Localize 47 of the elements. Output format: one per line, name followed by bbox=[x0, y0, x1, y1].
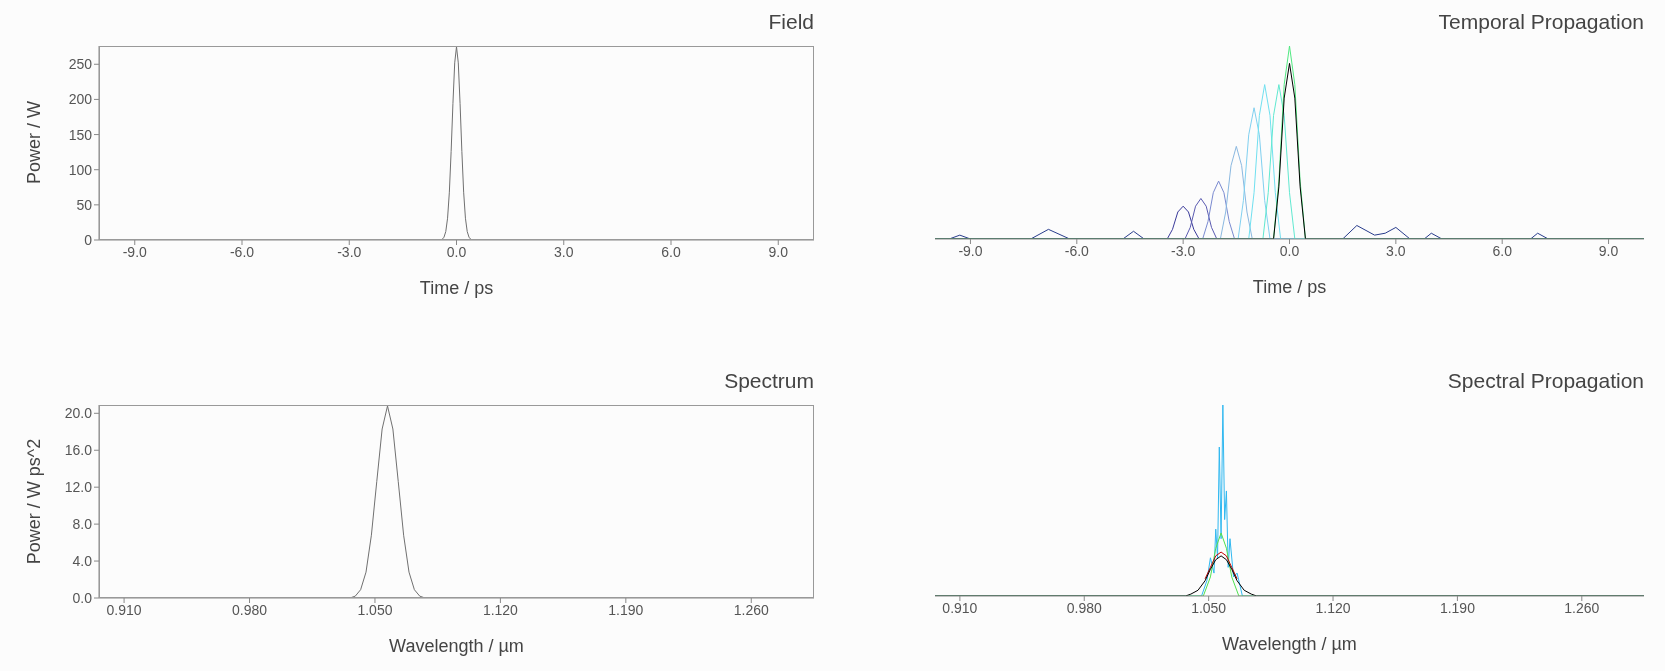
x-tick-label: 1.260 bbox=[733, 601, 770, 618]
x-tick-label: 0.0 bbox=[1279, 242, 1300, 259]
x-tick-label: 0.980 bbox=[232, 601, 268, 618]
x-tick-label: 1.190 bbox=[1439, 599, 1476, 616]
chart-title: Temporal Propagation bbox=[1437, 10, 1644, 34]
x-tick-label: 1.120 bbox=[1315, 599, 1351, 616]
y-tick-label: 20.0 bbox=[64, 405, 93, 422]
x-tick-label: -9.0 bbox=[958, 242, 983, 259]
y-tick-label: 50 bbox=[76, 196, 93, 213]
x-tick-label: 1.050 bbox=[1191, 599, 1227, 616]
x-axis-title: Time / ps bbox=[418, 278, 495, 299]
x-tick-label: 1.050 bbox=[357, 601, 393, 618]
y-tick-label: 4.0 bbox=[72, 553, 93, 570]
x-tick-label: 1.190 bbox=[608, 601, 644, 618]
x-tick-label: -9.0 bbox=[122, 243, 148, 260]
x-axis-title: Time / ps bbox=[1251, 277, 1328, 298]
x-tick-label: 0.0 bbox=[446, 243, 467, 260]
x-axis-title: Wavelength / µm bbox=[388, 636, 525, 657]
y-tick-label: 150 bbox=[68, 126, 93, 143]
y-tick-label: 16.0 bbox=[64, 442, 93, 459]
chart-title: Spectrum bbox=[723, 369, 814, 393]
x-tick-label: 0.980 bbox=[1066, 599, 1102, 616]
x-tick-label: 1.260 bbox=[1564, 599, 1600, 616]
chart-title: Field bbox=[767, 10, 814, 34]
x-tick-label: 6.0 bbox=[661, 243, 681, 260]
x-axis-title: Wavelength / µm bbox=[1221, 634, 1358, 655]
y-tick-label: 12.0 bbox=[64, 479, 93, 496]
x-tick-label: -3.0 bbox=[1171, 242, 1196, 259]
y-tick-label: 8.0 bbox=[72, 516, 93, 533]
x-tick-label: 1.120 bbox=[482, 601, 519, 618]
x-tick-label: 0.910 bbox=[106, 601, 142, 618]
x-tick-label: 3.0 bbox=[1386, 242, 1406, 259]
x-tick-label: 3.0 bbox=[554, 243, 574, 260]
x-tick-label: 0.910 bbox=[942, 599, 978, 616]
y-tick-label: 250 bbox=[68, 56, 93, 73]
x-tick-label: 6.0 bbox=[1492, 242, 1513, 259]
x-tick-label: -6.0 bbox=[1064, 242, 1090, 259]
x-tick-label: -3.0 bbox=[337, 243, 362, 260]
y-axis-title: Power / W bbox=[23, 100, 45, 186]
y-tick-label: 0 bbox=[84, 231, 93, 248]
x-tick-label: 9.0 bbox=[1598, 242, 1619, 259]
chart-title: Spectral Propagation bbox=[1446, 369, 1644, 393]
y-axis-title: Power / W ps^2 bbox=[23, 437, 45, 566]
x-tick-label: -6.0 bbox=[229, 243, 255, 260]
y-tick-label: 200 bbox=[68, 91, 93, 108]
x-tick-label: 9.0 bbox=[768, 243, 789, 260]
y-tick-label: 100 bbox=[68, 161, 93, 178]
